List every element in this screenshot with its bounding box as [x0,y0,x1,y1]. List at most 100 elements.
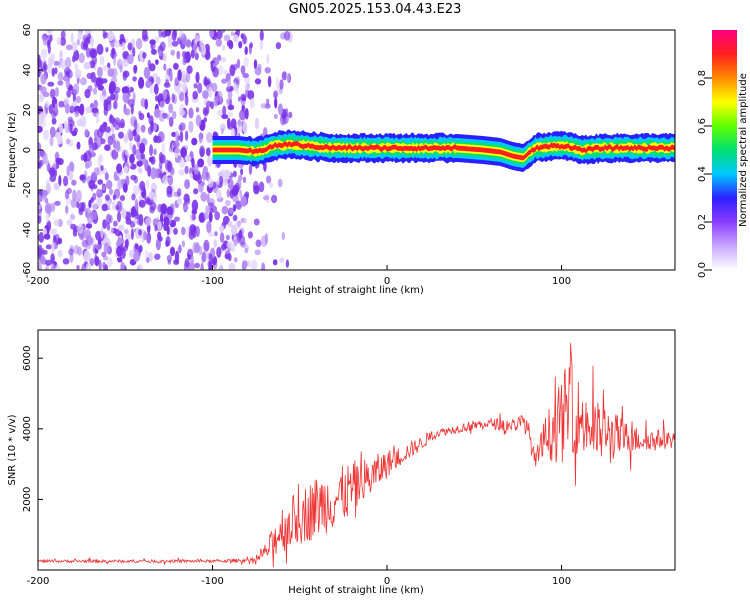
noise-blob [54,264,61,270]
noise-blob [116,163,123,174]
noise-blob [176,50,181,60]
noise-blob [178,158,186,168]
noise-blob [244,247,249,254]
noise-blob [85,162,90,169]
noise-blob [213,96,219,107]
noise-blob [76,189,82,202]
noise-blob [138,199,146,208]
noise-blob [142,52,147,59]
noise-blob [162,53,167,63]
noise-blob [121,59,129,68]
noise-blob [148,191,156,200]
noise-blob [54,87,60,97]
colorbar: 0.0 0.2 0.4 0.6 0.8 Normalized spectral ampl… [697,30,749,278]
noise-blob [220,168,227,178]
noise-blob [77,30,82,41]
noise-blob [138,77,145,89]
noise-blob [149,144,154,157]
noise-blob [62,258,70,265]
noise-blob [139,50,144,62]
noise-blob [38,194,42,203]
noise-blob [123,165,128,174]
noise-blob [88,136,93,149]
noise-blob [38,142,42,154]
noise-blob [217,90,223,102]
x-tick-label: 100 [552,276,571,287]
noise-blob [120,261,125,270]
noise-blob [132,47,136,57]
noise-blob [171,40,179,47]
noise-blob [165,30,172,37]
noise-blob [284,108,289,117]
noise-blob [281,71,288,81]
noise-blob [152,122,157,132]
noise-blob [111,149,119,160]
noise-blob [162,174,169,185]
noise-blob [216,246,222,258]
noise-blob [178,244,182,254]
noise-blob [90,211,98,221]
noise-blob [269,182,274,188]
noise-blob [145,179,150,189]
noise-blob [89,258,95,266]
noise-blob [96,136,102,148]
noise-blob [45,265,49,270]
spectrogram-x-axis-label: Height of straight line (km) [288,285,424,296]
noise-blob [123,135,129,143]
noise-blob [221,78,228,84]
x-tick-label: 0 [384,276,390,287]
noise-blob [60,30,66,40]
noise-blob [76,38,81,46]
noise-blob [97,85,105,91]
noise-blob [160,203,168,215]
noise-blob [48,104,54,115]
spectrogram-y-axis-label: Frequency (Hz) [7,112,18,188]
snr-line [38,343,675,568]
noise-blob [194,262,200,269]
noise-blob [179,130,184,143]
noise-blob [133,252,140,262]
noise-blob [38,260,42,270]
noise-blob [38,247,42,259]
noise-blob [38,94,44,103]
noise-blob [161,143,166,154]
noise-blob [131,193,136,201]
noise-blob [232,204,237,212]
noise-blob [217,109,224,117]
noise-blob [51,117,57,125]
noise-blob [85,262,92,270]
noise-blob [76,141,81,150]
noise-blob [113,100,118,110]
noise-blob [173,227,178,235]
noise-blob [64,67,71,76]
noise-blob [93,167,100,176]
noise-blob [220,127,224,135]
noise-blob [75,95,81,104]
noise-blob [275,42,282,50]
noise-blob [249,42,253,49]
noise-blob [84,88,91,99]
noise-blob [138,229,142,236]
noise-blob [201,45,207,56]
noise-blob [254,66,262,76]
noise-blob [245,87,250,98]
noise-blob [86,72,93,80]
noise-blob [117,224,125,231]
noise-blob [97,179,103,185]
noise-blob [38,204,42,210]
noise-blob [114,39,120,48]
noise-blob [77,246,82,256]
noise-blob [57,237,63,245]
noise-blob [247,260,251,267]
noise-blob [218,175,224,185]
noise-blob [96,43,104,56]
noise-blob [107,256,113,268]
noise-blob [212,66,219,78]
noise-blob [125,175,130,187]
noise-blob [150,48,157,55]
noise-blob [57,136,64,145]
noise-blob [288,111,293,119]
noise-blob [69,252,74,263]
noise-blob [127,42,133,51]
noise-blob [45,178,50,191]
